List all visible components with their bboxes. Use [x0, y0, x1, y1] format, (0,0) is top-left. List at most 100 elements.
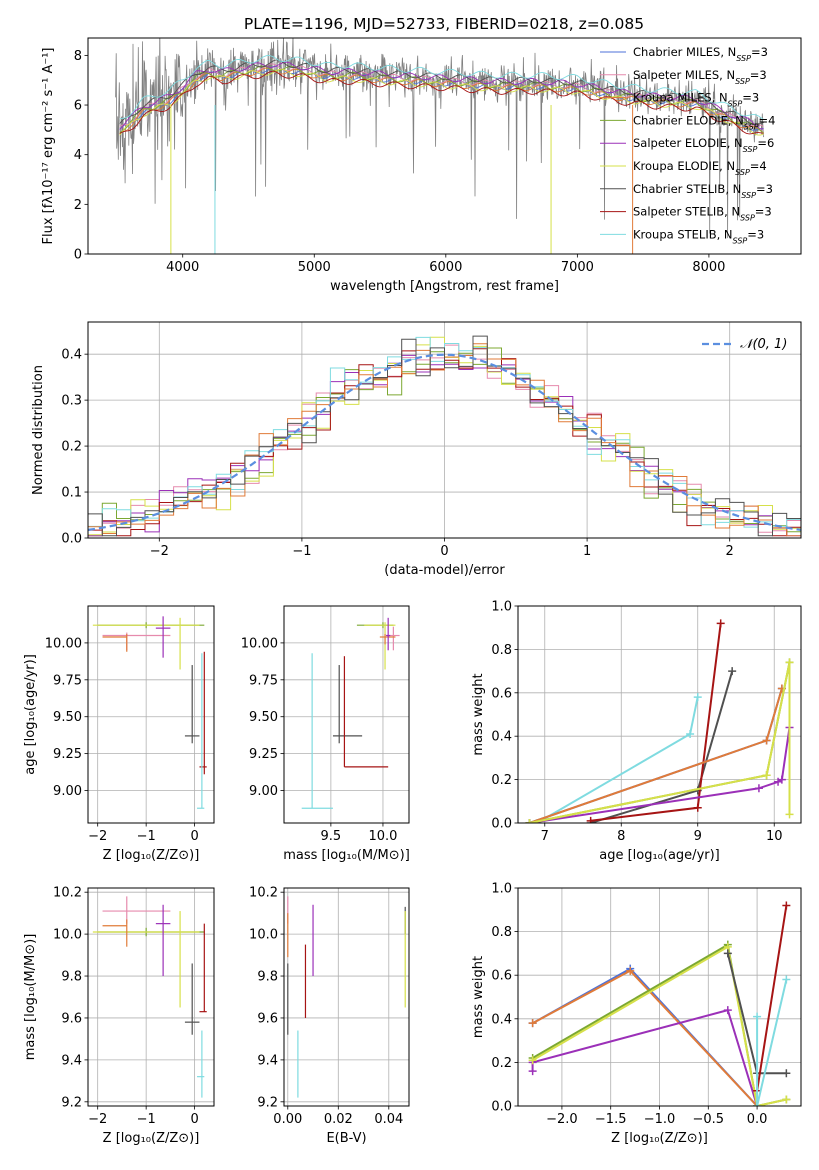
x-tick-label: −0.5	[693, 1112, 725, 1127]
age_vs_z-x-axis-label: Z [log₁₀(Z/Z⊙)]	[103, 848, 200, 863]
y-tick-label: 10.2	[53, 886, 82, 901]
x-tick-label: 0.00	[273, 1112, 302, 1127]
spectrum-model-kroupa_elodie	[119, 68, 764, 136]
weight_vs_age-panel: 7 8 9 10 0.0 0.2 0.4 0.6 0.8 1.0 age [log₁₀(age/yr…	[471, 600, 802, 863]
weight-marker-kroupa_stelib	[686, 730, 695, 739]
weight-marker-kroupa_elodie	[528, 1056, 537, 1065]
y-tick-label: 0.4	[491, 730, 512, 745]
y-tick-label: 0.0	[61, 532, 82, 547]
gaussian-curve	[88, 353, 801, 531]
legend-entry-label: Kroupa MILES, NSSP=3	[633, 91, 759, 109]
residuals-axes-frame	[87, 321, 802, 539]
x-tick-label: 2	[726, 544, 734, 559]
y-tick-label: 0.1	[61, 486, 82, 501]
weight-line-kroupa_stelib	[756, 979, 788, 1106]
x-tick-label: 8000	[692, 260, 725, 275]
y-tick-label: 8	[74, 49, 82, 64]
weight-marker-chabrier_stelib	[782, 1069, 791, 1078]
weight-marker-kroupa_elodie	[785, 810, 794, 819]
x-tick-label: 8	[617, 829, 625, 844]
y-tick-label: 9.2	[257, 1095, 278, 1110]
mass_vs_z-x-axis-label: Z [log₁₀(Z/Z⊙)]	[103, 1131, 200, 1146]
spectrum-legend: Chabrier MILES, NSSP=3 Salpeter MILES, NS…	[600, 45, 775, 245]
y-tick-label: 9.6	[257, 1011, 278, 1026]
x-tick-label: 9.5	[321, 829, 342, 844]
y-tick-label: 0.8	[491, 643, 512, 658]
weight-marker-kroupa_stelib	[782, 975, 791, 984]
y-tick-label: 10.0	[249, 928, 278, 943]
weight-marker-kroupa_miles	[762, 736, 771, 745]
residuals-panel: −2 −1 0 1 2 0.0 0.1 0.2 0.3 0.4 (data-model)/error…	[31, 321, 802, 578]
mass_vs_ebv-panel: 0.00 0.02 0.04 9.2 9.4 9.6 9.8 10.0 10.2 E(B-V)	[249, 886, 410, 1146]
y-tick-label: 0.6	[491, 969, 512, 984]
age_vs_z-plot-area	[92, 616, 207, 809]
weight-marker-kroupa_stelib	[753, 1012, 762, 1021]
legend-entry-label: Chabrier STELIB, NSSP=3	[633, 182, 773, 200]
weight-marker-salpeter_stelib	[782, 901, 791, 910]
x-tick-label: 6000	[429, 260, 462, 275]
y-tick-label: 9.00	[53, 784, 82, 799]
y-tick-label: 0.6	[491, 686, 512, 701]
weight-marker-salpeter_elodie	[777, 775, 786, 784]
residuals-y-axis-label: Normed distribution	[31, 365, 46, 495]
y-tick-label: 9.8	[61, 970, 82, 985]
y-tick-label: 0.2	[491, 1056, 512, 1071]
weight-marker-kroupa_elodie	[785, 658, 794, 667]
weight-marker-kroupa_miles	[626, 966, 635, 975]
x-tick-label: −1	[137, 1112, 156, 1127]
y-tick-label: 0.2	[61, 440, 82, 455]
y-tick-label: 9.4	[61, 1053, 82, 1068]
x-tick-label: 0	[190, 1112, 198, 1127]
y-tick-label: 6	[74, 99, 82, 114]
mass_vs_ebv-plot-area	[287, 896, 406, 1098]
figure-title: PLATE=1196, MJD=52733, FIBERID=0218, z=0…	[244, 15, 644, 33]
weight_vs_z-plot-area	[528, 901, 791, 1106]
y-tick-label: 9.50	[53, 710, 82, 725]
y-tick-label: 1.0	[491, 600, 512, 615]
legend-gaussian-label: 𝒩(0, 1)	[740, 337, 787, 352]
spectrum-x-axis-label: wavelength [Angstrom, rest frame]	[330, 279, 559, 294]
weight-line-kroupa_elodie	[532, 945, 787, 1106]
histogram-chabrier_stelib	[88, 335, 801, 538]
weight_vs_z-axes-frame	[517, 887, 802, 1107]
x-tick-label: 1	[583, 544, 591, 559]
y-tick-label: 0	[74, 248, 82, 263]
y-tick-label: 9.2	[61, 1095, 82, 1110]
y-tick-label: 9.25	[53, 747, 82, 762]
x-tick-label: 7	[541, 829, 549, 844]
y-tick-label: 0.8	[491, 925, 512, 940]
spectrum-model-salpeter_miles	[119, 63, 764, 127]
x-tick-label: 0	[440, 544, 448, 559]
x-tick-label: 10	[766, 829, 783, 844]
spectrum-model-salpeter_stelib	[119, 70, 764, 135]
x-tick-label: 9	[694, 829, 702, 844]
y-tick-label: 9.8	[257, 970, 278, 985]
mass_vs_z-panel: −2 −1 0 9.2 9.4 9.6 9.8 10.0 10.2 Z [log₁₀(Z/Z⊙)]…	[23, 886, 215, 1146]
age_vs_mass-axes-frame	[283, 605, 410, 824]
y-tick-label: 9.50	[249, 710, 278, 725]
age_vs_mass-x-axis-label: mass [log₁₀(M/M⊙)]	[283, 848, 410, 863]
weight-marker-kroupa_elodie	[762, 771, 771, 780]
y-tick-label: 0.4	[61, 348, 82, 363]
y-tick-label: 0.2	[491, 773, 512, 788]
weight-marker-salpeter_elodie	[754, 784, 763, 793]
x-tick-label: 0.0	[747, 1112, 768, 1127]
weight-marker-kroupa_stelib	[693, 693, 702, 702]
age_vs_z-axes-frame	[87, 605, 215, 824]
spectrum-model-chabrier_stelib	[119, 59, 764, 126]
weight-marker-kroupa_miles	[528, 1019, 537, 1028]
y-tick-label: 9.25	[249, 747, 278, 762]
y-tick-label: 10.00	[241, 636, 278, 651]
y-tick-label: 0.4	[491, 1012, 512, 1027]
legend-entry-label: Salpeter STELIB, NSSP=3	[633, 205, 772, 223]
y-tick-label: 0.0	[491, 817, 512, 832]
weight-marker-chabrier_stelib	[728, 667, 737, 676]
y-tick-label: 10.0	[53, 928, 82, 943]
legend-entry-label: Salpeter ELODIE, NSSP=6	[633, 136, 774, 154]
x-tick-label: 5000	[298, 260, 331, 275]
y-tick-label: 10.2	[249, 886, 278, 901]
weight-line-salpeter_elodie	[531, 1008, 759, 1106]
weight_vs_z-x-axis-label: Z [log₁₀(Z/Z⊙)]	[611, 1131, 708, 1146]
